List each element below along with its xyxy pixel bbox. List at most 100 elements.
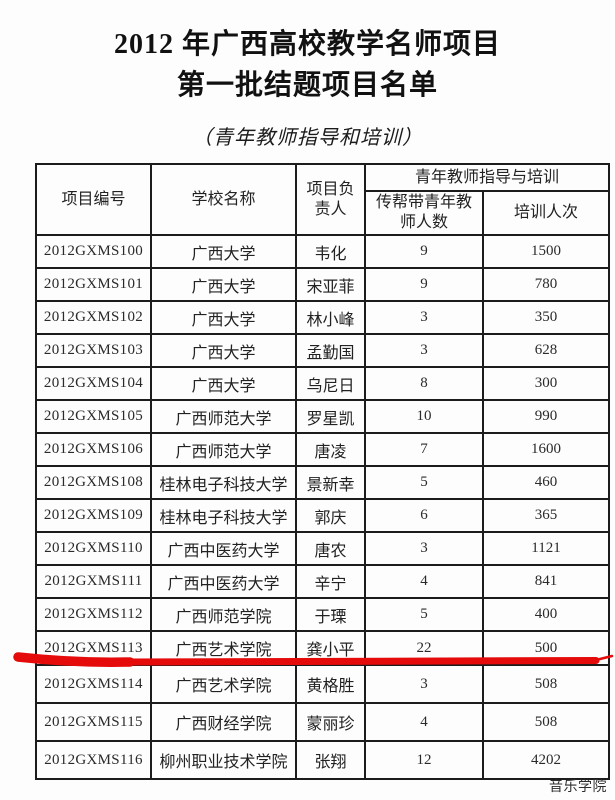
cell-mentored: 22 xyxy=(364,630,484,666)
cell-project-code: 2012GXMS105 xyxy=(35,399,152,434)
cell-mentored: 8 xyxy=(364,366,484,401)
cell-mentored: 3 xyxy=(364,333,484,368)
cell-trained: 300 xyxy=(481,366,611,401)
cell-project-code: 2012GXMS102 xyxy=(35,300,152,335)
table-row: 2012GXMS101 广西大学 宋亚菲 9 780 xyxy=(35,267,611,302)
cell-leader: 唐农 xyxy=(295,531,366,566)
cell-project-code: 2012GXMS104 xyxy=(35,366,152,401)
cell-project-code: 2012GXMS101 xyxy=(35,267,152,302)
cell-mentored: 3 xyxy=(364,531,484,566)
cell-mentored: 9 xyxy=(364,234,484,269)
cell-leader: 罗星凯 xyxy=(295,399,366,434)
table-header: 项目编号 学校名称 项目负责人 青年教师指导与培训 传帮带青年教师人数 培训人次 xyxy=(35,163,611,236)
cell-project-code: 2012GXMS103 xyxy=(35,333,152,368)
cell-trained: 1500 xyxy=(481,234,611,269)
header-school: 学校名称 xyxy=(150,163,297,236)
table-row: 2012GXMS100 广西大学 韦化 9 1500 xyxy=(35,234,611,269)
cell-school: 广西财经学院 xyxy=(150,702,297,742)
cell-school: 广西艺术学院 xyxy=(150,664,297,704)
cell-project-code: 2012GXMS108 xyxy=(35,465,152,500)
cell-mentored: 3 xyxy=(364,300,484,335)
cell-school: 柳州职业技术学院 xyxy=(150,740,297,780)
cell-leader: 张翔 xyxy=(295,740,366,780)
cell-leader: 乌尼日 xyxy=(295,366,366,401)
table-row: 2012GXMS108 桂林电子科技大学 景新幸 5 460 xyxy=(35,465,611,500)
cell-school: 广西师范大学 xyxy=(150,432,297,467)
cell-mentored: 4 xyxy=(364,564,484,599)
cell-mentored: 5 xyxy=(364,465,484,500)
cell-project-code: 2012GXMS113 xyxy=(35,630,152,666)
cell-trained: 508 xyxy=(481,702,611,742)
cell-school: 广西艺术学院 xyxy=(150,630,297,666)
document-title-line2: 第一批结题项目名单 xyxy=(176,70,438,102)
cell-trained: 841 xyxy=(481,564,611,599)
cell-leader: 辛宁 xyxy=(295,564,366,599)
cell-mentored: 6 xyxy=(364,498,484,533)
cell-leader: 唐凌 xyxy=(295,432,366,467)
table-row: 2012GXMS105 广西师范大学 罗星凯 10 990 xyxy=(35,399,611,434)
cell-leader: 蒙丽珍 xyxy=(295,702,366,742)
table-row: 2012GXMS115 广西财经学院 蒙丽珍 4 508 xyxy=(35,702,611,742)
cell-school: 广西大学 xyxy=(150,366,297,401)
cell-project-code: 2012GXMS115 xyxy=(35,702,152,742)
footer-note: 音乐学院 xyxy=(549,780,607,795)
cell-leader: 黄格胜 xyxy=(295,664,366,704)
table-row: 2012GXMS114 广西艺术学院 黄格胜 3 508 xyxy=(35,664,611,704)
header-trained-count: 培训人次 xyxy=(481,190,611,236)
header-sub-row: 传帮带青年教师人数 培训人次 xyxy=(36,190,611,236)
header-mentored-count: 传帮带青年教师人数 xyxy=(364,190,484,236)
cell-mentored: 5 xyxy=(364,597,484,632)
results-table: 项目编号 学校名称 项目负责人 青年教师指导与培训 传帮带青年教师人数 培训人次… xyxy=(35,163,611,780)
cell-school: 广西大学 xyxy=(150,267,297,302)
cell-leader: 宋亚菲 xyxy=(295,267,366,302)
cell-school: 广西大学 xyxy=(150,333,297,368)
cell-trained: 460 xyxy=(481,465,611,500)
table-row: 2012GXMS106 广西师范大学 唐凌 7 1600 xyxy=(35,432,611,467)
cell-trained: 350 xyxy=(481,300,611,335)
cell-mentored: 10 xyxy=(364,399,484,434)
cell-school: 桂林电子科技大学 xyxy=(150,498,297,533)
table-row: 2012GXMS110 广西中医药大学 唐农 3 1121 xyxy=(35,531,611,566)
cell-mentored: 4 xyxy=(364,702,484,742)
cell-trained: 1600 xyxy=(481,432,611,467)
cell-project-code: 2012GXMS114 xyxy=(35,664,152,704)
cell-leader: 孟勤国 xyxy=(295,333,366,368)
cell-trained: 4202 xyxy=(481,740,611,780)
cell-trained: 628 xyxy=(481,333,611,368)
table-row: 2012GXMS111 广西中医药大学 辛宁 4 841 xyxy=(35,564,611,599)
cell-mentored: 12 xyxy=(364,740,484,780)
cell-leader: 郭庆 xyxy=(295,498,366,533)
cell-leader: 韦化 xyxy=(295,234,366,269)
header-leader: 项目负责人 xyxy=(295,163,366,236)
cell-leader: 于瑮 xyxy=(295,597,366,632)
cell-trained: 365 xyxy=(481,498,611,533)
cell-leader: 景新幸 xyxy=(295,465,366,500)
cell-trained: 400 xyxy=(481,597,611,632)
cell-school: 广西中医药大学 xyxy=(150,564,297,599)
cell-project-code: 2012GXMS112 xyxy=(35,597,152,632)
table-body: 2012GXMS100 广西大学 韦化 9 1500 2012GXMS101 广西大学 宋亚菲… xyxy=(35,234,611,780)
header-group-row: 项目编号 学校名称 项目负责人 青年教师指导与培训 xyxy=(35,163,611,236)
cell-trained: 508 xyxy=(481,664,611,704)
cell-project-code: 2012GXMS116 xyxy=(35,740,152,780)
cell-trained: 1121 xyxy=(481,531,611,566)
cell-school: 广西师范学院 xyxy=(150,597,297,632)
header-project-code: 项目编号 xyxy=(35,163,152,236)
table-row: 2012GXMS104 广西大学 乌尼日 8 300 xyxy=(35,366,611,401)
cell-trained: 780 xyxy=(481,267,611,302)
cell-project-code: 2012GXMS109 xyxy=(35,498,152,533)
table-row: 2012GXMS112 广西师范学院 于瑮 5 400 xyxy=(35,597,611,632)
cell-school: 广西大学 xyxy=(150,300,297,335)
cell-mentored: 9 xyxy=(364,267,484,302)
cell-school: 桂林电子科技大学 xyxy=(150,465,297,500)
cell-project-code: 2012GXMS100 xyxy=(35,234,152,269)
title-block: 2012 年广西高校教学名师项目 第一批结题项目名单 （青年教师指导和培训） xyxy=(0,0,615,150)
table-row: 2012GXMS103 广西大学 孟勤国 3 628 xyxy=(35,333,611,368)
cell-mentored: 3 xyxy=(364,664,484,704)
cell-project-code: 2012GXMS111 xyxy=(35,564,152,599)
document-subtitle: （青年教师指导和培训） xyxy=(192,126,423,149)
cell-school: 广西师范大学 xyxy=(150,399,297,434)
cell-leader: 林小峰 xyxy=(295,300,366,335)
table-row: 2012GXMS109 桂林电子科技大学 郭庆 6 365 xyxy=(35,498,611,533)
